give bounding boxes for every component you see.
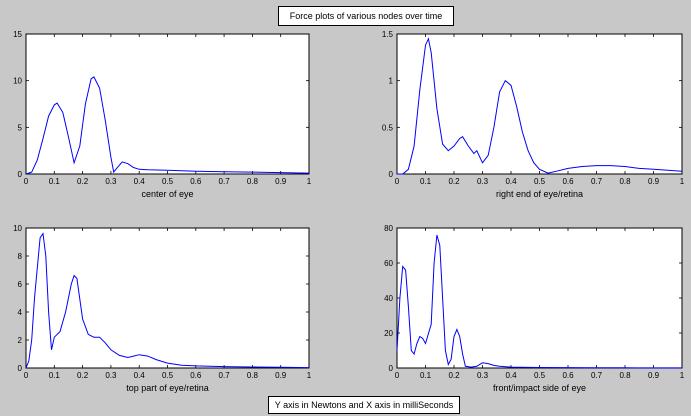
x-tick-label: 0.9: [648, 371, 660, 380]
x-tick-label: 0.5: [162, 371, 174, 380]
plot-area: [25, 33, 310, 175]
x-tick-label: 0.1: [420, 371, 432, 380]
figure-title: Force plots of various nodes over time: [278, 6, 454, 26]
x-tick-label: 0.2: [77, 177, 89, 186]
x-tick-label: 0.7: [219, 177, 231, 186]
y-tick-label: 8: [18, 252, 23, 261]
x-tick-label: 0.9: [275, 177, 287, 186]
x-tick-label: 0.4: [505, 371, 517, 380]
x-tick-label: 0: [24, 371, 29, 380]
plot-area: [25, 227, 310, 369]
x-tick-label: 0.7: [591, 371, 603, 380]
series-line: [396, 234, 682, 369]
x-tick-label: 0: [24, 177, 29, 186]
figure-axis-note: Y axis in Newtons and X axis in milliSec…: [268, 396, 460, 414]
y-tick-label: 0: [389, 170, 394, 179]
x-tick-label: 0.4: [505, 177, 517, 186]
x-tick-label: 1: [307, 371, 312, 380]
y-tick-label: 80: [384, 224, 393, 233]
y-tick-label: 0: [18, 364, 23, 373]
x-tick-label: 1: [307, 177, 312, 186]
x-tick-label: 0: [395, 177, 400, 186]
plot-front-impact-side: 0 0.1 0.2 0.3 0.4 0.5 0.6 0.7 0.8 0.9 1 0 20 40 60 80 fr…: [384, 224, 685, 393]
x-tick-label: 0.8: [619, 177, 631, 186]
x-tick-label: 0.8: [619, 371, 631, 380]
y-tick-label: 0: [18, 170, 23, 179]
series-line: [397, 37, 683, 175]
x-tick-label: 0.9: [275, 371, 287, 380]
x-tick-label: 0.8: [247, 371, 259, 380]
x-tick-label: 0.5: [534, 177, 546, 186]
x-tick-label: 0.1: [420, 177, 432, 186]
series-line: [25, 232, 310, 369]
x-tick-label: 0: [395, 371, 400, 380]
y-tick-label: 10: [13, 77, 22, 86]
plot-right-end-of-eye: 0 0.1 0.2 0.3 0.4 0.5 0.6 0.7 0.8 0.9 1 0 0.5 1 1.5 rig…: [382, 30, 685, 199]
x-tick-label: 0.7: [591, 177, 603, 186]
y-tick-label: 10: [13, 224, 22, 233]
x-tick-label: 0.6: [562, 371, 574, 380]
x-tick-label: 0.8: [247, 177, 259, 186]
x-axis-label: front/impact side of eye: [493, 383, 586, 393]
x-tick-label: 0.7: [219, 371, 231, 380]
x-axis-label: top part of eye/retina: [126, 383, 209, 393]
y-tick-label: 20: [384, 329, 393, 338]
x-tick-label: 0.6: [562, 177, 574, 186]
x-tick-label: 0.2: [448, 177, 460, 186]
x-tick-label: 1: [680, 177, 685, 186]
x-tick-label: 0.2: [77, 371, 89, 380]
series-line: [25, 76, 310, 175]
y-tick-label: 0.5: [382, 123, 394, 132]
y-tick-label: 1: [389, 77, 394, 86]
x-tick-label: 0.4: [134, 177, 146, 186]
x-tick-label: 0.9: [648, 177, 660, 186]
x-axis-label: center of eye: [141, 189, 193, 199]
plot-area: [396, 33, 683, 175]
x-tick-label: 1: [680, 371, 685, 380]
x-tick-label: 0.4: [134, 371, 146, 380]
x-tick-label: 0.5: [162, 177, 174, 186]
y-tick-label: 60: [384, 259, 393, 268]
y-tick-label: 2: [18, 336, 23, 345]
x-tick-label: 0.5: [534, 371, 546, 380]
y-tick-label: 5: [18, 123, 23, 132]
y-tick-label: 1.5: [382, 30, 394, 39]
x-tick-label: 0.3: [105, 371, 117, 380]
y-tick-label: 6: [18, 280, 23, 289]
x-tick-label: 0.3: [477, 371, 489, 380]
x-tick-label: 0.6: [190, 177, 202, 186]
plot-area: [396, 227, 683, 369]
x-tick-label: 0.1: [49, 177, 61, 186]
x-tick-label: 0.1: [49, 371, 61, 380]
plot-top-part-of-eye: 0 0.1 0.2 0.3 0.4 0.5 0.6 0.7 0.8 0.9 10246810top …: [13, 224, 312, 393]
plot-center-of-eye: 0 0.1 0.2 0.3 0.4 0.5 0.6 0.7 0.8 0.9 1051015cente…: [13, 30, 312, 199]
y-tick-label: 0: [389, 364, 394, 373]
x-axis-label: right end of eye/retina: [496, 189, 583, 199]
x-tick-label: 0.3: [105, 177, 117, 186]
y-tick-label: 40: [384, 294, 393, 303]
y-tick-label: 15: [13, 30, 22, 39]
x-tick-label: 0.3: [477, 177, 489, 186]
x-tick-label: 0.2: [448, 371, 460, 380]
x-tick-label: 0.6: [190, 371, 202, 380]
y-tick-label: 4: [18, 308, 23, 317]
